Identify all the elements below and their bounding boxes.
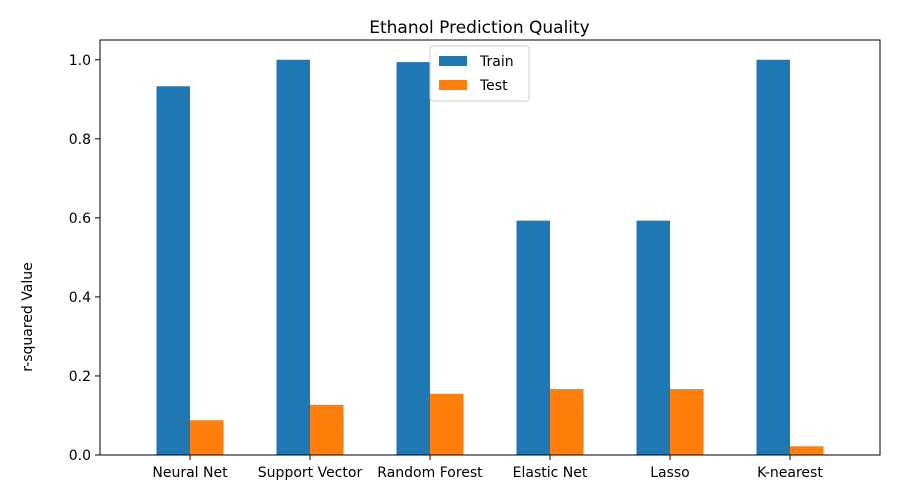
bar-test-random-forest — [430, 393, 464, 455]
legend: Train Test — [429, 45, 530, 102]
bar-train-lasso — [636, 220, 670, 455]
bars-group — [156, 59, 824, 456]
x-tick-label: Lasso — [650, 465, 690, 481]
legend-label-train: Train — [479, 54, 514, 70]
x-axis-ticks: Neural Net Support Vector Random Forest Ela… — [152, 455, 823, 481]
legend-swatch-test — [439, 80, 467, 90]
y-tick-label: 0.4 — [69, 290, 91, 306]
bar-test-neural-net — [190, 420, 224, 455]
bar-train-support-vector — [276, 59, 310, 455]
plot-frame — [99, 39, 881, 456]
y-tick-label: 0.8 — [69, 132, 91, 148]
x-tick-label: Support Vector — [258, 465, 363, 481]
x-tick-label: Random Forest — [377, 465, 483, 481]
y-tick-label: 0.2 — [69, 369, 91, 385]
chart-title: Ethanol Prediction Quality — [369, 18, 590, 38]
bar-train-k-nearest — [756, 59, 790, 455]
bar-train-elastic-net — [516, 220, 550, 455]
x-tick-label: Neural Net — [152, 465, 228, 481]
y-axis-ticks: 0.0 0.2 0.4 0.6 0.8 1.0 — [69, 53, 100, 464]
plot-border — [99, 39, 881, 456]
x-tick-label: K-nearest — [757, 465, 823, 481]
bar-test-support-vector — [310, 404, 344, 455]
y-tick-label: 0.0 — [69, 448, 91, 464]
bar-test-lasso — [670, 389, 704, 455]
y-axis-label: r-squared Value — [20, 262, 36, 371]
bar-train-random-forest — [396, 62, 430, 455]
bar-test-k-nearest — [790, 446, 824, 455]
legend-label-test: Test — [479, 78, 508, 94]
bar-test-elastic-net — [550, 389, 584, 455]
bar-train-neural-net — [156, 86, 190, 456]
y-tick-label: 0.6 — [69, 211, 91, 227]
legend-swatch-train — [439, 56, 467, 66]
x-tick-label: Elastic Net — [513, 465, 588, 481]
y-tick-label: 1.0 — [69, 53, 91, 69]
